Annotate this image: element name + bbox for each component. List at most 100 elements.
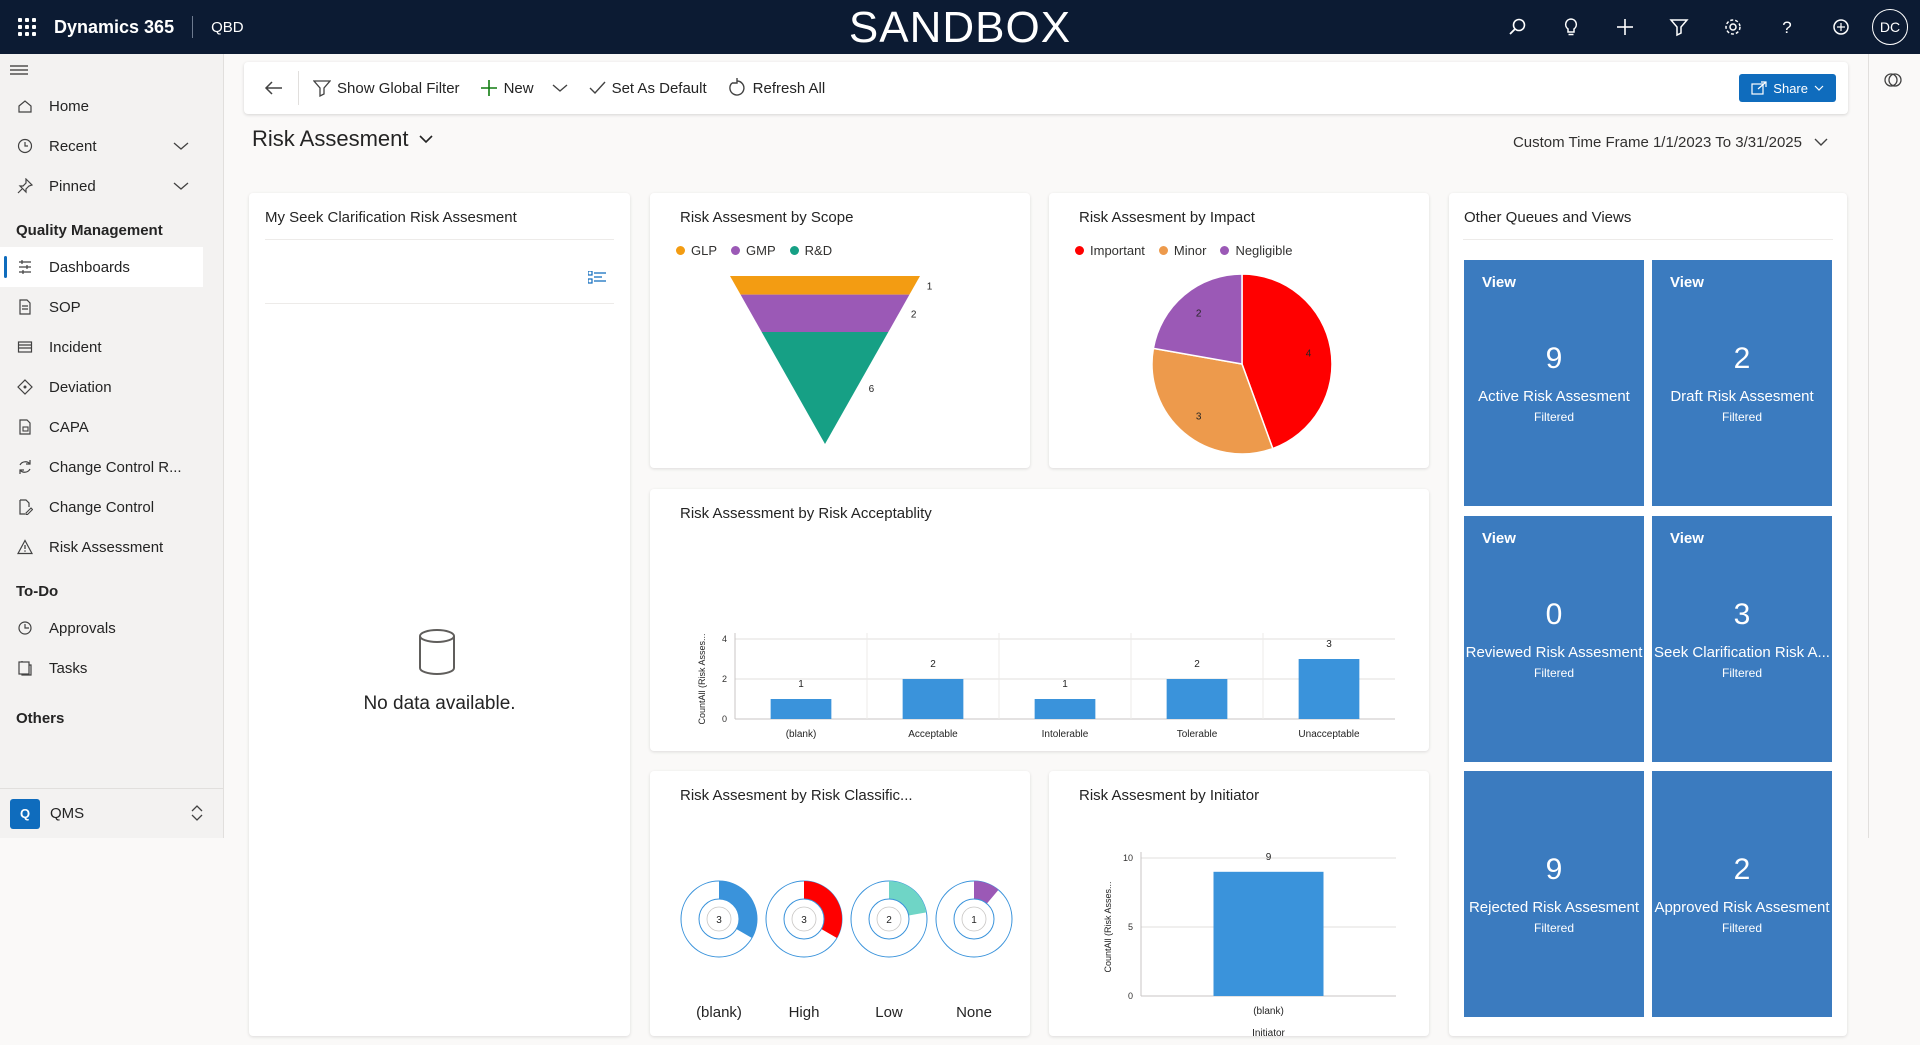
data-label: 2 (1194, 659, 1200, 670)
bar (1298, 659, 1360, 719)
warning-icon (16, 538, 34, 556)
divider (265, 239, 614, 240)
tile-label: Approved Risk Assesment (1654, 899, 1830, 916)
top-nav-bar: Dynamics 365 QBD SANDBOX ? DC (0, 0, 1920, 54)
chevron-down-icon[interactable] (173, 178, 189, 195)
copilot-pane-icon[interactable] (1883, 70, 1903, 95)
set-as-default-button[interactable]: Set As Default (578, 68, 717, 108)
category-label: None (956, 1004, 992, 1021)
tile-sublabel: Filtered (1533, 921, 1574, 935)
queue-tile-approved[interactable]: 2 Approved Risk Assesment Filtered (1652, 771, 1832, 1017)
tile-view-label: View (1670, 530, 1704, 547)
chevron-up-down-icon[interactable] (190, 804, 204, 826)
sidebar-item-change-control[interactable]: Change Control (0, 487, 223, 527)
area-switcher[interactable]: Q QMS (0, 788, 224, 838)
dashboard-selector[interactable]: Risk Assesment (252, 126, 433, 152)
area-badge: Q (10, 798, 40, 829)
ideas-button[interactable] (1544, 0, 1598, 54)
hamburger-button[interactable] (0, 54, 223, 86)
category-label: (blank) (696, 1004, 742, 1021)
tile-count: 3 (1733, 598, 1751, 631)
refresh-all-button[interactable]: Refresh All (717, 68, 836, 108)
legend-item[interactable]: GMP (731, 243, 776, 258)
new-button[interactable]: New (470, 68, 578, 108)
sidebar-item-recent[interactable]: Recent (0, 126, 223, 166)
legend-label: GMP (746, 243, 776, 258)
settings-icon (1725, 19, 1741, 35)
impact-chart-card: Risk Assesment by Impact Important Minor… (1049, 193, 1429, 468)
sidebar-item-label: Change Control R... (49, 458, 182, 476)
legend-item[interactable]: R&D (789, 243, 832, 258)
sidebar-item-deviation[interactable]: Deviation (0, 367, 223, 407)
sidebar-item-label: Incident (49, 338, 102, 356)
queue-tile-draft[interactable]: View 2 Draft Risk Assesment Filtered (1652, 260, 1832, 506)
chevron-down-icon (1814, 138, 1828, 147)
copilot-icon (1833, 19, 1849, 35)
approvals-icon (16, 619, 34, 637)
filter-button[interactable] (1652, 0, 1706, 54)
y-axis-title: CountAll (Risk Asses... (697, 633, 707, 724)
donut-segment (804, 881, 842, 938)
bar (1213, 871, 1324, 996)
user-avatar[interactable]: DC (1872, 9, 1908, 45)
x-tick-label: Unacceptable (1298, 729, 1360, 740)
sidebar-item-label: SOP (49, 298, 81, 316)
tile-label: Rejected Risk Assesment (1468, 899, 1640, 916)
set-as-default-label: Set As Default (611, 79, 707, 97)
queue-tile-rejected[interactable]: 9 Rejected Risk Assesment Filtered (1464, 771, 1644, 1017)
share-button[interactable]: Share (1739, 74, 1836, 102)
hamburger-icon (10, 65, 28, 75)
sidebar-item-label: Dashboards (49, 258, 130, 276)
queue-tile-active[interactable]: View 9 Active Risk Assesment Filtered (1464, 260, 1644, 506)
settings-button[interactable] (1706, 0, 1760, 54)
sidebar-item-sop[interactable]: SOP (0, 287, 223, 327)
category-label: High (789, 1004, 820, 1021)
environment-name[interactable]: QBD (211, 18, 244, 36)
sidebar-item-pinned[interactable]: Pinned (0, 166, 223, 206)
x-axis-title: Initiator (1252, 1028, 1285, 1036)
sidebar-item-incident[interactable]: Incident (0, 327, 223, 367)
help-button[interactable]: ? (1760, 0, 1814, 54)
copilot-button[interactable] (1814, 0, 1868, 54)
sidebar-item-label: Approvals (49, 619, 116, 637)
new-button[interactable] (1598, 0, 1652, 54)
sidebar-item-capa[interactable]: CAPA (0, 407, 223, 447)
search-icon (1509, 18, 1526, 35)
view-selector-icon[interactable] (587, 270, 606, 290)
sidebar-item-tasks[interactable]: Tasks (0, 648, 223, 688)
tile-sublabel: Filtered (1721, 921, 1762, 935)
back-button[interactable] (254, 68, 294, 108)
timeframe-selector[interactable]: Custom Time Frame 1/1/2023 To 3/31/2025 (1513, 134, 1828, 151)
sidebar-item-risk-assessment[interactable]: Risk Assessment (0, 527, 223, 567)
data-label: 4 (1306, 348, 1312, 359)
refresh-icon (727, 78, 747, 98)
queue-tile-seek-clarification[interactable]: View 3 Seek Clarification Risk A... Filt… (1652, 516, 1832, 762)
y-tick-label: 5 (1128, 922, 1133, 932)
document-icon (16, 298, 34, 316)
sidebar-item-home[interactable]: Home (0, 86, 223, 126)
plus-icon (1617, 19, 1633, 35)
dashboard-icon (16, 258, 34, 276)
legend-item[interactable]: Important (1075, 243, 1145, 258)
tile-count: 9 (1545, 342, 1563, 375)
show-global-filter-button[interactable]: Show Global Filter (303, 68, 470, 108)
pie-slice (1151, 347, 1274, 455)
legend-item[interactable]: GLP (676, 243, 717, 258)
sidebar-item-approvals[interactable]: Approvals (0, 608, 223, 648)
sidebar-item-change-control-request[interactable]: Change Control R... (0, 447, 223, 487)
legend-item[interactable]: Negligible (1220, 243, 1293, 258)
legend-label: GLP (691, 243, 718, 258)
queues-card: Other Queues and Views View 9 Active Ris… (1449, 193, 1847, 1036)
search-button[interactable] (1490, 0, 1544, 54)
x-tick-label: (blank) (1253, 1006, 1284, 1017)
app-launcher-button[interactable] (0, 0, 54, 54)
scope-chart-card: Risk Assesment by Scope GLP GMP R&D 1 2 6 (650, 193, 1030, 468)
help-icon: ? (1782, 18, 1791, 37)
sidebar-item-dashboards[interactable]: Dashboards (0, 247, 203, 287)
queue-tile-reviewed[interactable]: View 0 Reviewed Risk Assesment Filtered (1464, 516, 1644, 762)
legend-item[interactable]: Minor (1158, 243, 1206, 258)
chevron-down-icon[interactable] (173, 138, 189, 155)
y-tick-label: 2 (722, 674, 727, 684)
chevron-down-icon[interactable] (552, 83, 568, 93)
app-name[interactable]: Dynamics 365 (54, 16, 194, 38)
